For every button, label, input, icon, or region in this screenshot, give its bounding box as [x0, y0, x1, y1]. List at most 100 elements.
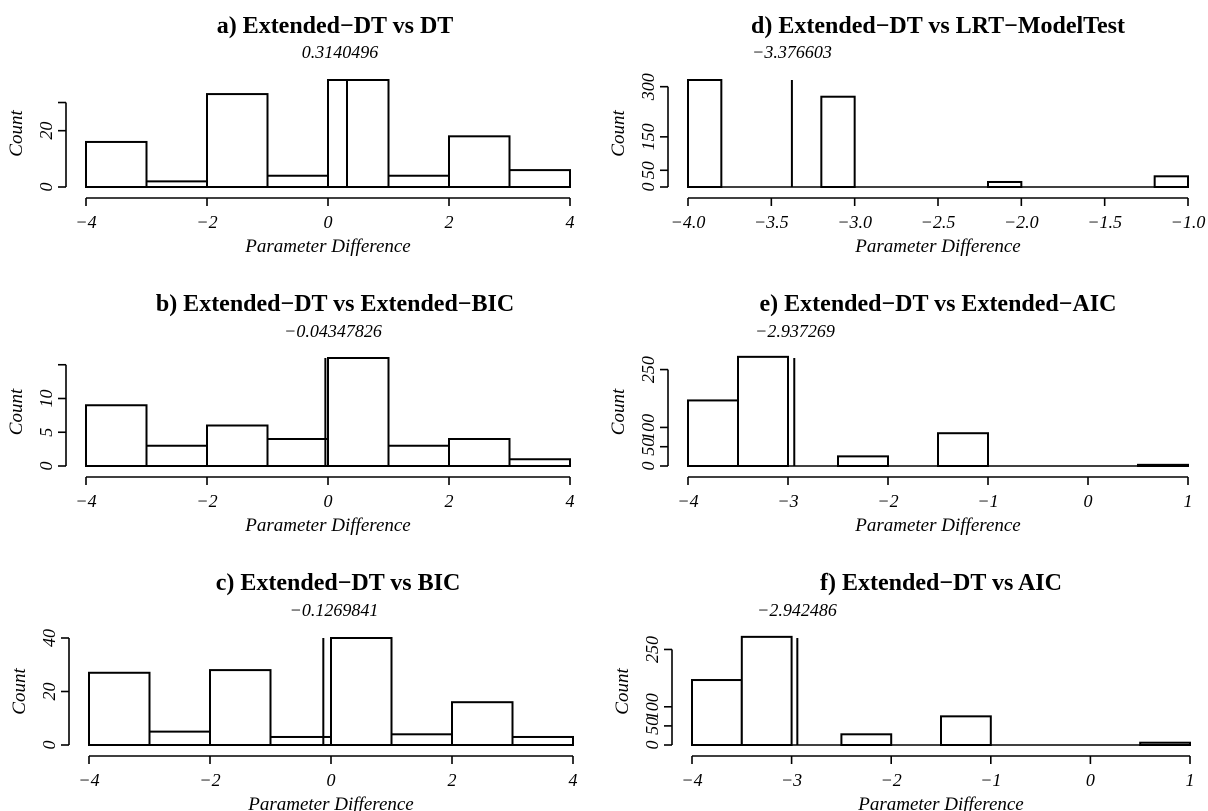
mean-value-label: −0.1269841	[290, 600, 379, 620]
y-tick-label: 250	[642, 636, 662, 663]
x-tick-label: 1	[1186, 770, 1195, 790]
x-axis-label: Parameter Difference	[244, 236, 411, 257]
histogram-panel-e: e) Extended−DT vs Extended−AIC −2.937269 −…	[608, 291, 1193, 536]
y-tick-label: 0	[39, 741, 59, 750]
mean-value-label: −2.942486	[757, 600, 837, 620]
histogram-bar	[508, 458, 571, 467]
mean-value-label: −3.376603	[752, 42, 832, 62]
histogram-bar	[148, 730, 211, 746]
x-tick-label: −2	[881, 770, 902, 790]
y-axis-label: Count	[6, 110, 27, 157]
x-tick-label: −4	[78, 770, 99, 790]
x-tick-label: 0	[324, 212, 333, 232]
histogram-bar	[451, 701, 514, 747]
histogram-bar	[740, 635, 793, 747]
histogram-bar	[266, 174, 329, 189]
x-tick-label: 4	[566, 491, 575, 511]
histogram-bar	[209, 669, 272, 746]
y-tick-label: 0	[642, 741, 662, 750]
histogram-bar	[206, 93, 269, 188]
histogram-bar	[269, 735, 332, 746]
x-tick-label: 0	[1084, 491, 1093, 511]
x-tick-label: 0	[327, 770, 336, 790]
panel-title: d) Extended−DT vs LRT−ModelTest	[751, 13, 1125, 39]
histogram-bar	[511, 735, 574, 746]
histogram-panel-a: a) Extended−DT vs DT 0.3140496 −4 −2 0 2 4 Para…	[6, 13, 575, 257]
x-tick-label: 4	[569, 770, 578, 790]
panel-title: b) Extended−DT vs Extended−BIC	[156, 291, 514, 317]
x-tick-label: 2	[445, 491, 454, 511]
histogram-bar	[508, 169, 571, 189]
x-tick-label: −1.0	[1171, 212, 1206, 232]
histogram-bar	[687, 399, 739, 467]
x-tick-label: −3.0	[837, 212, 872, 232]
x-tick-label: −4	[75, 212, 96, 232]
y-tick-label: 0	[638, 462, 658, 471]
y-tick-label: 20	[36, 122, 56, 140]
histogram-bar	[387, 174, 450, 189]
histogram-bar	[387, 444, 450, 467]
histogram-panel-b: b) Extended−DT vs Extended−BIC −0.0434782…	[6, 291, 575, 536]
histogram-bar	[940, 715, 992, 747]
y-tick-label: 250	[638, 356, 658, 383]
x-tick-label: 0	[324, 491, 333, 511]
x-tick-label: −2	[196, 212, 217, 232]
histogram-panel-c: c) Extended−DT vs BIC −0.1269841 −4 −2 0 2 4 Pa…	[9, 570, 578, 811]
mean-value-label: −2.937269	[755, 321, 835, 341]
y-axis-label: Count	[6, 388, 27, 435]
x-tick-label: 0	[1086, 770, 1095, 790]
mean-value-label: 0.3140496	[302, 42, 379, 62]
y-tick-label: 50	[642, 717, 662, 735]
y-tick-label: 0	[36, 183, 56, 192]
y-tick-label: 40	[39, 629, 59, 647]
mean-value-label: −0.04347826	[284, 321, 382, 341]
y-axis-label: Count	[9, 668, 30, 715]
x-tick-label: −3	[781, 770, 802, 790]
histogram-bar	[145, 444, 208, 467]
x-tick-label: −4.0	[671, 212, 706, 232]
histogram-bar	[327, 79, 390, 188]
panel-title: c) Extended−DT vs BIC	[216, 570, 461, 596]
x-tick-label: −4	[681, 770, 702, 790]
x-tick-label: −2	[199, 770, 220, 790]
y-tick-label: 0	[36, 462, 56, 471]
x-tick-label: −1	[977, 491, 998, 511]
y-axis-label: Count	[608, 110, 629, 157]
y-tick-label: 50	[638, 438, 658, 456]
x-tick-label: 1	[1184, 491, 1193, 511]
histogram-bar	[85, 404, 148, 467]
panel-title: e) Extended−DT vs Extended−AIC	[760, 291, 1117, 317]
histogram-bar	[327, 357, 390, 467]
x-axis-label: Parameter Difference	[854, 515, 1021, 536]
y-tick-label: 100	[642, 693, 662, 720]
x-tick-label: −3	[777, 491, 798, 511]
histogram-bar	[85, 140, 148, 189]
histogram-bar	[448, 135, 511, 189]
y-axis-label: Count	[608, 388, 629, 435]
y-tick-label: 300	[638, 73, 658, 101]
x-tick-label: −2	[196, 491, 217, 511]
y-tick-label: 0	[638, 183, 658, 192]
histogram-bar	[840, 733, 893, 746]
x-tick-label: −2	[877, 491, 898, 511]
histogram-panel-f: f) Extended−DT vs AIC −2.942486 −4 −3 −2 −1 0 1…	[612, 570, 1195, 811]
histogram-panel-d: d) Extended−DT vs LRT−ModelTest −3.376603…	[608, 13, 1205, 257]
histogram-bar	[691, 679, 743, 746]
x-axis-label: Parameter Difference	[244, 515, 411, 536]
histogram-bar	[390, 733, 453, 746]
y-tick-label: 20	[39, 683, 59, 701]
histogram-bar	[687, 79, 723, 188]
x-tick-label: 2	[448, 770, 457, 790]
x-tick-label: −2.5	[921, 212, 956, 232]
x-tick-label: −1	[980, 770, 1001, 790]
histogram-bar	[1153, 175, 1189, 189]
x-tick-label: −4	[677, 491, 698, 511]
x-tick-label: −3.5	[754, 212, 789, 232]
x-axis-label: Parameter Difference	[854, 236, 1021, 257]
x-tick-label: −2.0	[1004, 212, 1039, 232]
histogram-bar	[837, 455, 889, 468]
histogram-bar	[145, 180, 208, 189]
histogram-bar	[987, 180, 1023, 188]
histogram-bar	[206, 424, 269, 467]
